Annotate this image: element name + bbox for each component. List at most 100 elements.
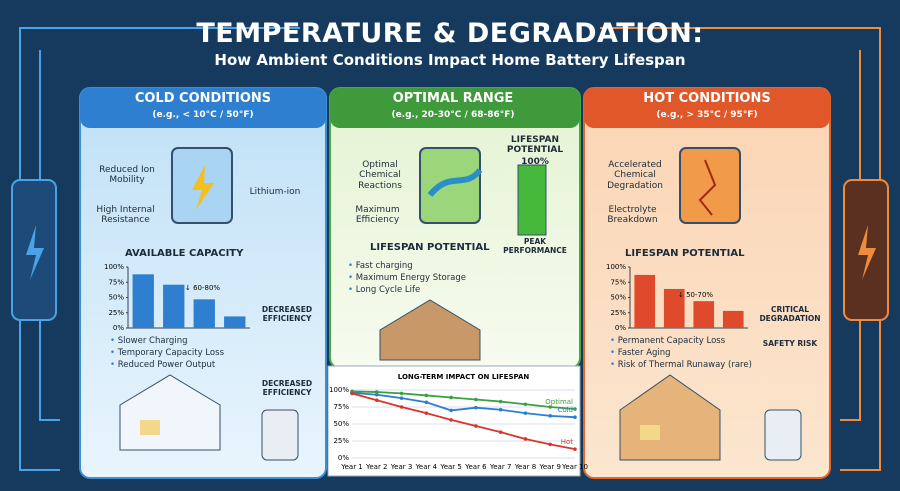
annotation: ↓ 60-80%: [185, 284, 220, 292]
bar: [132, 274, 154, 328]
x-tick-label: Year 2: [365, 463, 388, 471]
x-tick-label: Year 7: [489, 463, 512, 471]
point: [424, 400, 429, 405]
cold-header: [80, 88, 326, 128]
series-label: Optimal: [545, 398, 573, 406]
point: [424, 393, 429, 398]
y-tick-label: 50%: [333, 420, 349, 428]
bar: [193, 299, 215, 328]
point: [573, 447, 577, 451]
point: [350, 391, 354, 396]
label: LIFESPAN POTENTIAL: [625, 248, 745, 259]
point: [548, 405, 553, 409]
hot-header: [584, 88, 830, 128]
optimal-header: [330, 88, 580, 128]
point: [523, 437, 528, 441]
series-label: Cold: [557, 406, 573, 414]
chart-title: LONG-TERM IMPACT ON LIFESPAN: [398, 373, 530, 381]
point: [474, 424, 478, 428]
y-tick-label: 25%: [333, 437, 349, 445]
x-tick-label: Year 4: [415, 463, 438, 471]
bar: [634, 274, 656, 328]
x-tick-label: Year 10: [561, 463, 588, 471]
y-tick-label: 25%: [108, 309, 124, 317]
x-tick-label: Year 1: [340, 463, 363, 471]
bar: [693, 301, 715, 328]
label: HOT CONDITIONS: [643, 91, 771, 106]
bar: [224, 316, 246, 328]
point: [498, 407, 503, 412]
point: [523, 411, 528, 415]
label: Optimal Chemical Reactions: [358, 160, 402, 191]
y-tick-label: 0%: [615, 324, 626, 332]
point: [399, 405, 404, 409]
label: (e.g., < 10°C / 50°F): [152, 110, 254, 120]
label: PEAK PERFORMANCE: [503, 237, 567, 255]
label: CRITICAL DEGRADATION: [759, 305, 821, 323]
bullet: Risk of Thermal Runaway (rare): [610, 360, 790, 371]
battery-icons: [171, 147, 741, 236]
label: Accelerated Chemical Degradation: [607, 160, 663, 191]
label: (e.g., > 35°C / 95°F): [656, 110, 758, 120]
bullet: Fast charging: [348, 261, 508, 272]
point: [424, 411, 429, 415]
y-tick-label: 0%: [338, 454, 349, 462]
series-line: [351, 391, 576, 419]
bullet: Maximum Energy Storage: [348, 273, 508, 284]
series-line: [351, 390, 576, 410]
point: [498, 399, 503, 404]
label: Maximum Efficiency: [355, 205, 400, 226]
bullet: Temporary Capacity Loss: [110, 348, 270, 359]
battery-right: [843, 179, 889, 321]
label: TEMPERATURE & DEGRADATION:: [196, 18, 704, 49]
bullet: Permanent Capacity Loss: [610, 336, 790, 347]
bullet: Slower Charging: [110, 336, 270, 347]
point: [449, 408, 453, 413]
series-line: [351, 392, 576, 451]
y-tick-label: 25%: [610, 309, 626, 317]
label: Lithium-ion: [249, 187, 301, 197]
label: High Internal Resistance: [96, 205, 155, 226]
y-tick-label: 100%: [606, 263, 626, 271]
point: [573, 415, 577, 420]
y-tick-label: 75%: [108, 278, 124, 286]
label: 100%: [521, 157, 549, 167]
label: COLD CONDITIONS: [134, 91, 272, 106]
label: OPTIMAL RANGE: [392, 91, 514, 106]
bullet: Reduced Power Output: [110, 360, 270, 371]
bullet: Long Cycle Life: [348, 285, 508, 296]
houses: [119, 299, 802, 461]
point: [449, 418, 453, 422]
point: [548, 414, 553, 418]
x-tick-label: Year 6: [464, 463, 487, 471]
bullet: Faster Aging: [610, 348, 790, 359]
point: [498, 430, 503, 434]
series-label: Hot: [561, 438, 574, 446]
label: LIFESPAN POTENTIAL: [370, 242, 490, 253]
point: [374, 392, 379, 397]
y-tick-label: 100%: [329, 386, 349, 394]
annotation: ↓ 50-70%: [678, 291, 713, 299]
bar: [663, 288, 685, 328]
label: AVAILABLE CAPACITY: [125, 248, 244, 259]
label: Electrolyte Breakdown: [607, 205, 658, 226]
y-tick-label: 75%: [610, 278, 626, 286]
label: LIFESPAN POTENTIAL: [506, 135, 564, 156]
label: How Ambient Conditions Impact Home Batte…: [214, 51, 686, 69]
point: [399, 396, 404, 400]
x-tick-label: Year 9: [538, 463, 561, 471]
bar: [722, 310, 744, 328]
point: [399, 391, 404, 396]
point: [374, 398, 379, 403]
point: [374, 390, 379, 394]
label: (e.g., 20-30°C / 68-86°F): [391, 110, 515, 120]
label: Reduced Ion Mobility: [99, 165, 155, 186]
battery-left: [11, 179, 57, 321]
label: DECREASED EFFICIENCY: [261, 305, 313, 323]
y-tick-label: 0%: [113, 324, 124, 332]
y-tick-label: 75%: [333, 403, 349, 411]
y-tick-label: 50%: [610, 294, 626, 302]
x-tick-label: Year 5: [439, 463, 462, 471]
